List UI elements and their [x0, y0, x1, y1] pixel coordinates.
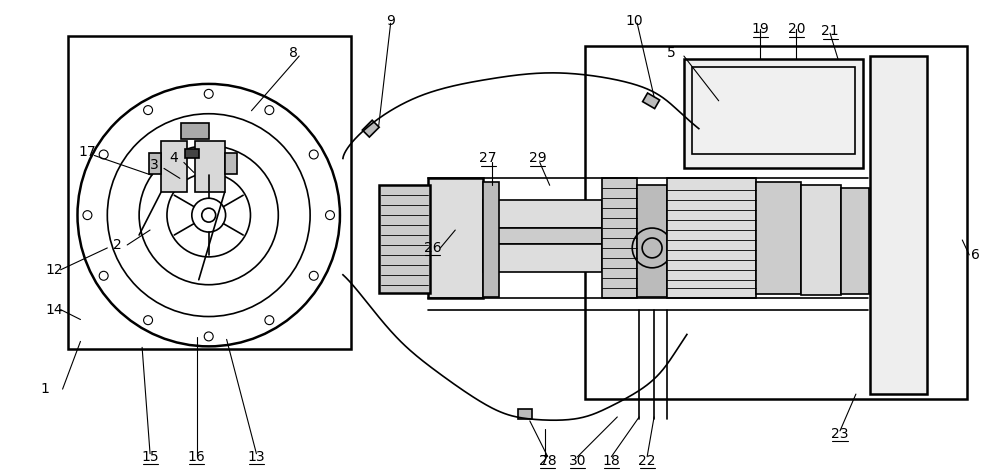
Bar [483, 244, 602, 272]
Text: 3: 3 [150, 159, 158, 172]
Bar [684, 59, 863, 169]
Text: 21: 21 [821, 24, 839, 38]
Text: 29: 29 [529, 152, 547, 165]
Text: 6: 6 [971, 248, 980, 262]
Bar [483, 182, 499, 297]
Bar [68, 36, 351, 349]
Text: 26: 26 [424, 241, 441, 255]
Polygon shape [518, 409, 532, 419]
Text: 16: 16 [188, 450, 206, 464]
Text: 22: 22 [638, 454, 656, 468]
Bar [692, 67, 855, 154]
Text: 10: 10 [625, 14, 643, 28]
Text: 28: 28 [539, 454, 557, 468]
Text: 13: 13 [248, 450, 265, 464]
Bar [195, 141, 225, 192]
Bar [870, 56, 927, 394]
Text: 7: 7 [540, 454, 549, 468]
Bar [756, 182, 801, 294]
Text: 9: 9 [386, 14, 395, 28]
Bar [801, 185, 841, 294]
Text: 2: 2 [113, 238, 122, 252]
Text: 14: 14 [46, 303, 63, 316]
Text: 18: 18 [602, 454, 620, 468]
Bar [667, 178, 756, 298]
Bar [637, 185, 667, 297]
Bar [841, 188, 869, 294]
Bar [602, 178, 637, 298]
Text: 4: 4 [170, 152, 178, 165]
Text: 17: 17 [79, 145, 96, 160]
Polygon shape [643, 93, 660, 109]
Bar [149, 152, 161, 174]
Text: 30: 30 [569, 454, 586, 468]
Bar [483, 200, 602, 228]
Bar [428, 178, 483, 298]
Polygon shape [362, 120, 379, 137]
Bar [585, 46, 967, 399]
Bar [181, 123, 209, 139]
Text: 1: 1 [40, 382, 49, 396]
Bar [185, 149, 199, 159]
Bar [161, 141, 187, 192]
Bar [483, 228, 602, 244]
Text: 27: 27 [479, 152, 497, 165]
Text: 5: 5 [667, 46, 675, 60]
Text: 12: 12 [46, 263, 63, 277]
Text: 20: 20 [788, 22, 805, 36]
Text: 19: 19 [752, 22, 769, 36]
Text: 8: 8 [289, 46, 298, 60]
Text: 15: 15 [141, 450, 159, 464]
Text: 23: 23 [831, 427, 849, 441]
Bar [225, 152, 237, 174]
Bar [379, 185, 430, 293]
